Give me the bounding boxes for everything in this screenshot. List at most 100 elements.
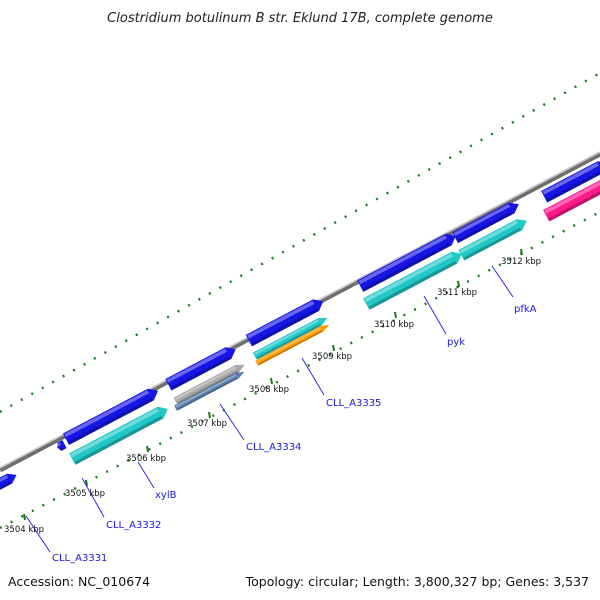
gene-bar-fwd-3512[interactable]	[452, 199, 521, 244]
gene-bar-fwd-edge[interactable]	[541, 157, 600, 203]
gene-bar-magenta-edge-shade	[548, 189, 600, 222]
gene-bar-cll-a3335[interactable]	[255, 322, 330, 366]
leader-line-cll-a3331	[25, 515, 51, 553]
gene-bar-fwd-3507-body	[165, 347, 236, 391]
gene-bar-fwd-3512-body	[452, 202, 519, 244]
gene-bar-pyk-fwd-body	[357, 233, 456, 292]
gene-bar-small-fwd-highlight	[56, 442, 62, 447]
gene-bar-cll-a3331-body	[0, 473, 17, 492]
accession-text: Accession: NC_010674	[8, 574, 150, 589]
leader-line-xylb	[137, 461, 155, 489]
feature-track	[0, 157, 600, 492]
gene-bar-fwd-3508-body	[245, 299, 324, 347]
gene-bar-fwd-3507-shade	[170, 356, 231, 391]
gene-bar-pyk-body	[363, 251, 462, 310]
leader-line-cll-a3332	[81, 477, 105, 518]
gene-bar-cll-a3332-fwd-highlight	[64, 390, 150, 438]
gene-bar-pyk-shade	[368, 260, 457, 310]
gene-bar-grey-3507-body	[173, 364, 245, 405]
gene-label-pfka[interactable]: pfkA	[514, 304, 537, 315]
gene-bar-xylb-highlight	[70, 408, 159, 458]
gene-bar-fwd-edge-shade	[546, 170, 600, 203]
gene-bar-cll-a3334-body	[252, 317, 328, 360]
gene-label-cll-a3332[interactable]: CLL_A3332	[106, 520, 161, 531]
gene-bar-magenta-edge-highlight	[544, 181, 600, 214]
gene-bar-pyk[interactable]	[363, 248, 465, 310]
gene-bar-fwd-3512-shade	[457, 211, 514, 243]
gene-bar-cll-a3331-shade	[0, 481, 12, 492]
leader-line-cll-a3334	[219, 403, 245, 441]
gene-bar-fwd-3512-highlight	[453, 203, 511, 236]
kbp-tick-mark-2	[146, 445, 149, 453]
gene-bar-steel-3507[interactable]	[174, 369, 246, 411]
tick-label-3511: 3511 kbp	[437, 288, 477, 298]
map-title: Clostridium botulinum B str. Eklund 17B,…	[107, 11, 493, 26]
kbp-tick-mark-8	[520, 248, 523, 256]
gene-bar-magenta-edge-body	[543, 180, 600, 222]
gene-bar-grey-3507-highlight	[174, 366, 237, 401]
gene-bar-cll-a3334-shade	[256, 323, 322, 360]
inner-tick-ring	[0, 210, 600, 530]
tick-label-3512: 3512 kbp	[501, 257, 541, 267]
inner-tick-row	[0, 210, 600, 530]
gene-bar-pyk-highlight	[364, 253, 453, 303]
gene-bar-pfka-highlight	[459, 220, 519, 254]
gene-bar-cll-a3331[interactable]	[0, 470, 19, 492]
tick-label-3507: 3507 kbp	[187, 419, 227, 429]
kbp-tick-mark-4	[270, 377, 273, 385]
gene-bar-cll-a3334-highlight	[254, 319, 319, 355]
tick-label-3508: 3508 kbp	[249, 385, 289, 395]
gene-bar-steel-3507-body	[174, 371, 245, 411]
gene-bar-pyk-fwd[interactable]	[357, 230, 459, 292]
gene-bar-cll-a3335-shade	[258, 330, 323, 366]
gene-label-cll-a3335[interactable]: CLL_A3335	[326, 398, 381, 409]
leader-line-pfka	[491, 265, 514, 298]
gene-bar-fwd-edge-body	[541, 161, 600, 203]
gene-label-cll-a3331[interactable]: CLL_A3331	[52, 553, 107, 564]
kbp-tick-labels: 3504 kbp 3505 kbp 3506 kbp 3507 kbp 3508…	[4, 248, 541, 535]
kbp-tick-mark-1	[85, 479, 88, 487]
gene-label-cll-a3334[interactable]: CLL_A3334	[246, 442, 301, 453]
kbp-tick-mark-5	[332, 344, 335, 352]
gene-label-xylb[interactable]: xylB	[155, 490, 177, 501]
leader-line-pyk	[423, 295, 447, 335]
gene-bar-pyk-fwd-shade	[362, 242, 451, 292]
gene-bar-cll-a3331-highlight	[0, 475, 9, 486]
gene-bar-fwd-3507[interactable]	[165, 344, 238, 391]
gene-bar-fwd-3508-highlight	[247, 300, 315, 339]
gene-bar-small-fwd[interactable]	[55, 440, 67, 452]
gene-bar-pfka[interactable]	[458, 215, 529, 261]
gene-bar-small-fwd-body	[57, 440, 67, 451]
gene-label-pyk[interactable]: pyk	[447, 337, 465, 348]
gene-bar-steel-3507-highlight	[175, 374, 237, 408]
tick-label-3504: 3504 kbp	[4, 525, 44, 535]
tick-label-3509: 3509 kbp	[312, 352, 352, 362]
gene-bar-xylb-body	[69, 406, 168, 465]
tick-label-3505: 3505 kbp	[65, 489, 105, 499]
tick-label-3506: 3506 kbp	[126, 454, 166, 464]
gene-bar-cll-a3334[interactable]	[252, 314, 329, 360]
gene-bar-xylb[interactable]	[69, 403, 171, 465]
gene-labels: CLL_A3331 CLL_A3332 xylB CLL_A3334 CLL_A…	[25, 265, 537, 564]
gene-bar-pyk-fwd-highlight	[358, 235, 447, 285]
gene-bar-cll-a3335-highlight	[256, 327, 322, 363]
gene-bar-cll-a3332-fwd-shade	[68, 397, 154, 445]
tick-label-3510: 3510 kbp	[374, 320, 414, 330]
kbp-tick-mark-3	[208, 411, 211, 419]
gene-bar-fwd-3507-highlight	[166, 348, 227, 383]
kbp-tick-mark-0	[23, 513, 26, 521]
genome-summary-text: Topology: circular; Length: 3,800,327 bp…	[245, 574, 589, 589]
gene-bar-steel-3507-shade	[177, 377, 238, 411]
kbp-tick-mark-7	[457, 280, 460, 288]
gene-bar-cll-a3335-body	[255, 324, 330, 366]
kbp-tick-mark-6	[394, 311, 397, 319]
gene-bar-cll-a3332-fwd[interactable]	[62, 385, 161, 446]
leader-line-cll-a3335	[301, 357, 325, 396]
gene-bar-xylb-shade	[74, 415, 163, 465]
gene-bar-magenta-edge[interactable]	[543, 176, 600, 222]
gene-bar-fwd-edge-highlight	[542, 162, 600, 195]
gene-bar-pfka-shade	[463, 227, 522, 261]
gene-bar-fwd-3508[interactable]	[245, 296, 326, 347]
